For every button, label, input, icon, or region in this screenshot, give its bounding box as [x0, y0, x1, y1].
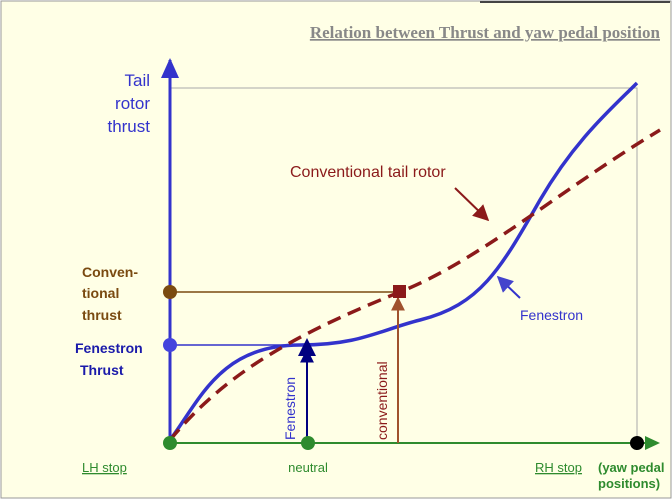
- conv-thrust-label: Conven-: [82, 264, 138, 280]
- neutral-label: neutral: [288, 460, 328, 475]
- lh-dot: [163, 436, 177, 450]
- x-arrow: [645, 436, 660, 450]
- conv-dot: [163, 285, 177, 299]
- y-label: thrust: [107, 117, 150, 136]
- fen-thrust-label: Thrust: [80, 362, 124, 378]
- rh-dot: [630, 436, 644, 450]
- fen-arrow-label: Fenestron: [282, 377, 298, 440]
- fen-marker: [298, 338, 316, 356]
- fen-curve-label: Fenestron: [520, 307, 583, 323]
- conv-curve-label: Conventional tail rotor: [290, 164, 446, 181]
- conv-thrust-label: tional: [82, 285, 119, 301]
- fen-pointer: [496, 275, 521, 299]
- rh-note: positions): [598, 476, 660, 491]
- conv-thrust-label: thrust: [82, 307, 122, 323]
- y-label: Tail: [124, 71, 150, 90]
- lh-label: LH stop: [82, 460, 127, 475]
- y-label: rotor: [115, 94, 150, 113]
- y-arrow: [161, 58, 179, 78]
- rh-label: RH stop: [535, 460, 582, 475]
- conv-pointer: [454, 187, 490, 222]
- rh-note: (yaw pedal: [598, 460, 664, 475]
- fen-thrust-label: Fenestron: [75, 340, 143, 356]
- neutral-dot: [301, 436, 315, 450]
- fenestron-curve: [168, 81, 639, 442]
- conv-marker: [393, 285, 406, 298]
- title: Relation between Thrust and yaw pedal po…: [310, 23, 661, 42]
- conv-arrow-label: conventional: [374, 361, 390, 440]
- fen-dot: [163, 338, 177, 352]
